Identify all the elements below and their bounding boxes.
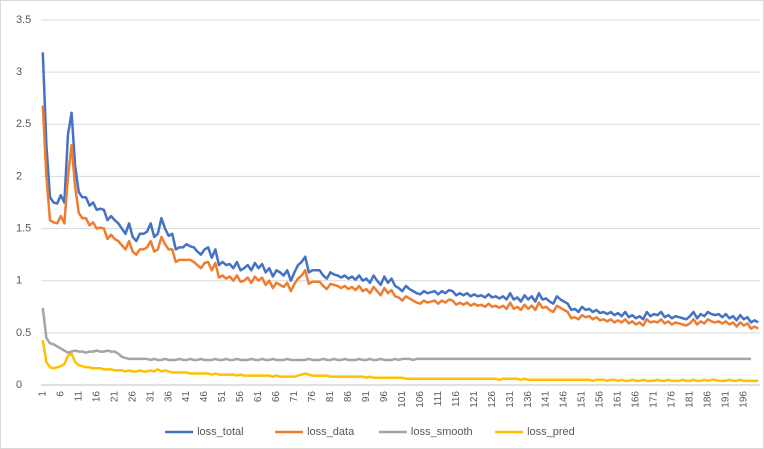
x-tick-label: 81 bbox=[325, 391, 336, 403]
legend-label: loss_pred bbox=[527, 426, 575, 438]
x-tick-label: 96 bbox=[379, 391, 390, 403]
x-tick-label: 126 bbox=[487, 391, 498, 408]
x-tick-label: 146 bbox=[559, 391, 570, 408]
x-tick-label: 161 bbox=[613, 391, 624, 408]
series-line bbox=[41, 52, 759, 324]
x-tick-label: 31 bbox=[145, 391, 156, 403]
x-tick-label: 151 bbox=[577, 391, 588, 408]
x-tick-label: 66 bbox=[271, 391, 282, 403]
y-tick-label: 0 bbox=[16, 379, 22, 391]
x-tick-label: 86 bbox=[343, 391, 354, 403]
legend-label: loss_smooth bbox=[411, 426, 473, 438]
x-tick-label: 111 bbox=[433, 391, 444, 407]
series-line bbox=[41, 105, 759, 330]
y-tick-label: 1.5 bbox=[16, 222, 31, 234]
x-tick-label: 36 bbox=[163, 391, 174, 403]
x-tick-label: 56 bbox=[235, 391, 246, 403]
x-tick-label: 186 bbox=[703, 391, 714, 408]
y-tick-label: 2.5 bbox=[16, 118, 31, 130]
x-tick-label: 41 bbox=[181, 391, 192, 403]
y-tick-label: 2 bbox=[16, 170, 22, 182]
x-tick-label: 166 bbox=[631, 391, 642, 408]
x-tick-label: 116 bbox=[451, 391, 462, 407]
x-tick-label: 171 bbox=[649, 391, 660, 408]
x-tick-label: 156 bbox=[595, 391, 606, 408]
x-tick-label: 26 bbox=[127, 391, 138, 403]
x-tick-label: 121 bbox=[469, 391, 480, 408]
y-tick-label: 0.5 bbox=[16, 327, 31, 339]
x-tick-label: 61 bbox=[253, 391, 264, 403]
x-tick-label: 16 bbox=[91, 391, 102, 403]
x-tick-label: 51 bbox=[217, 391, 228, 403]
x-tick-label: 11 bbox=[73, 391, 84, 402]
x-tick-label: 1 bbox=[37, 391, 48, 397]
x-tick-label: 6 bbox=[55, 391, 66, 397]
x-tick-label: 196 bbox=[738, 391, 749, 408]
x-tick-label: 106 bbox=[415, 391, 426, 408]
x-tick-label: 181 bbox=[685, 391, 696, 408]
x-tick-label: 176 bbox=[667, 391, 678, 408]
legend-label: loss_data bbox=[307, 426, 355, 438]
x-tick-label: 71 bbox=[289, 391, 300, 403]
x-tick-label: 131 bbox=[505, 391, 516, 408]
x-tick-label: 21 bbox=[109, 391, 120, 403]
x-tick-label: 136 bbox=[523, 391, 534, 408]
x-tick-label: 191 bbox=[720, 391, 731, 408]
series-line bbox=[41, 307, 752, 362]
x-tick-label: 141 bbox=[541, 391, 552, 408]
x-tick-label: 91 bbox=[361, 391, 372, 403]
series-line bbox=[41, 339, 759, 383]
x-tick-label: 101 bbox=[397, 391, 408, 408]
x-tick-label: 46 bbox=[199, 391, 210, 403]
legend-label: loss_total bbox=[197, 426, 243, 438]
y-tick-label: 1 bbox=[16, 275, 22, 287]
y-tick-label: 3 bbox=[16, 66, 22, 78]
x-tick-label: 76 bbox=[307, 391, 318, 403]
y-tick-label: 3.5 bbox=[16, 14, 31, 26]
